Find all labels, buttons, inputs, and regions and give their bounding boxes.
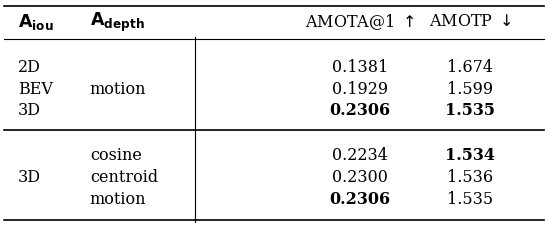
Text: $\mathbf{A}_{\mathbf{depth}}$: $\mathbf{A}_{\mathbf{depth}}$	[90, 10, 145, 33]
Text: 0.2234: 0.2234	[332, 148, 388, 164]
Text: 1.536: 1.536	[447, 169, 493, 186]
Text: 3D: 3D	[18, 102, 41, 120]
Text: 0.2306: 0.2306	[329, 191, 391, 209]
Text: 1.535: 1.535	[445, 102, 495, 120]
Text: $\mathbf{A}_{\mathbf{iou}}$: $\mathbf{A}_{\mathbf{iou}}$	[18, 12, 54, 32]
Text: 0.2300: 0.2300	[332, 169, 388, 186]
Text: 0.2306: 0.2306	[329, 102, 391, 120]
Text: 1.534: 1.534	[445, 148, 495, 164]
Text: AMOTA@1 $\uparrow$: AMOTA@1 $\uparrow$	[305, 12, 415, 32]
Text: centroid: centroid	[90, 169, 158, 186]
Text: 2D: 2D	[18, 59, 41, 75]
Text: AMOTP $\downarrow$: AMOTP $\downarrow$	[429, 13, 512, 31]
Text: motion: motion	[90, 191, 146, 209]
Text: cosine: cosine	[90, 148, 142, 164]
Text: motion: motion	[90, 81, 146, 97]
Text: 0.1381: 0.1381	[332, 59, 388, 75]
Text: BEV: BEV	[18, 81, 53, 97]
Text: 1.535: 1.535	[447, 191, 493, 209]
Text: 3D: 3D	[18, 169, 41, 186]
Text: 0.1929: 0.1929	[332, 81, 388, 97]
Text: 1.599: 1.599	[447, 81, 493, 97]
Text: 1.674: 1.674	[447, 59, 493, 75]
